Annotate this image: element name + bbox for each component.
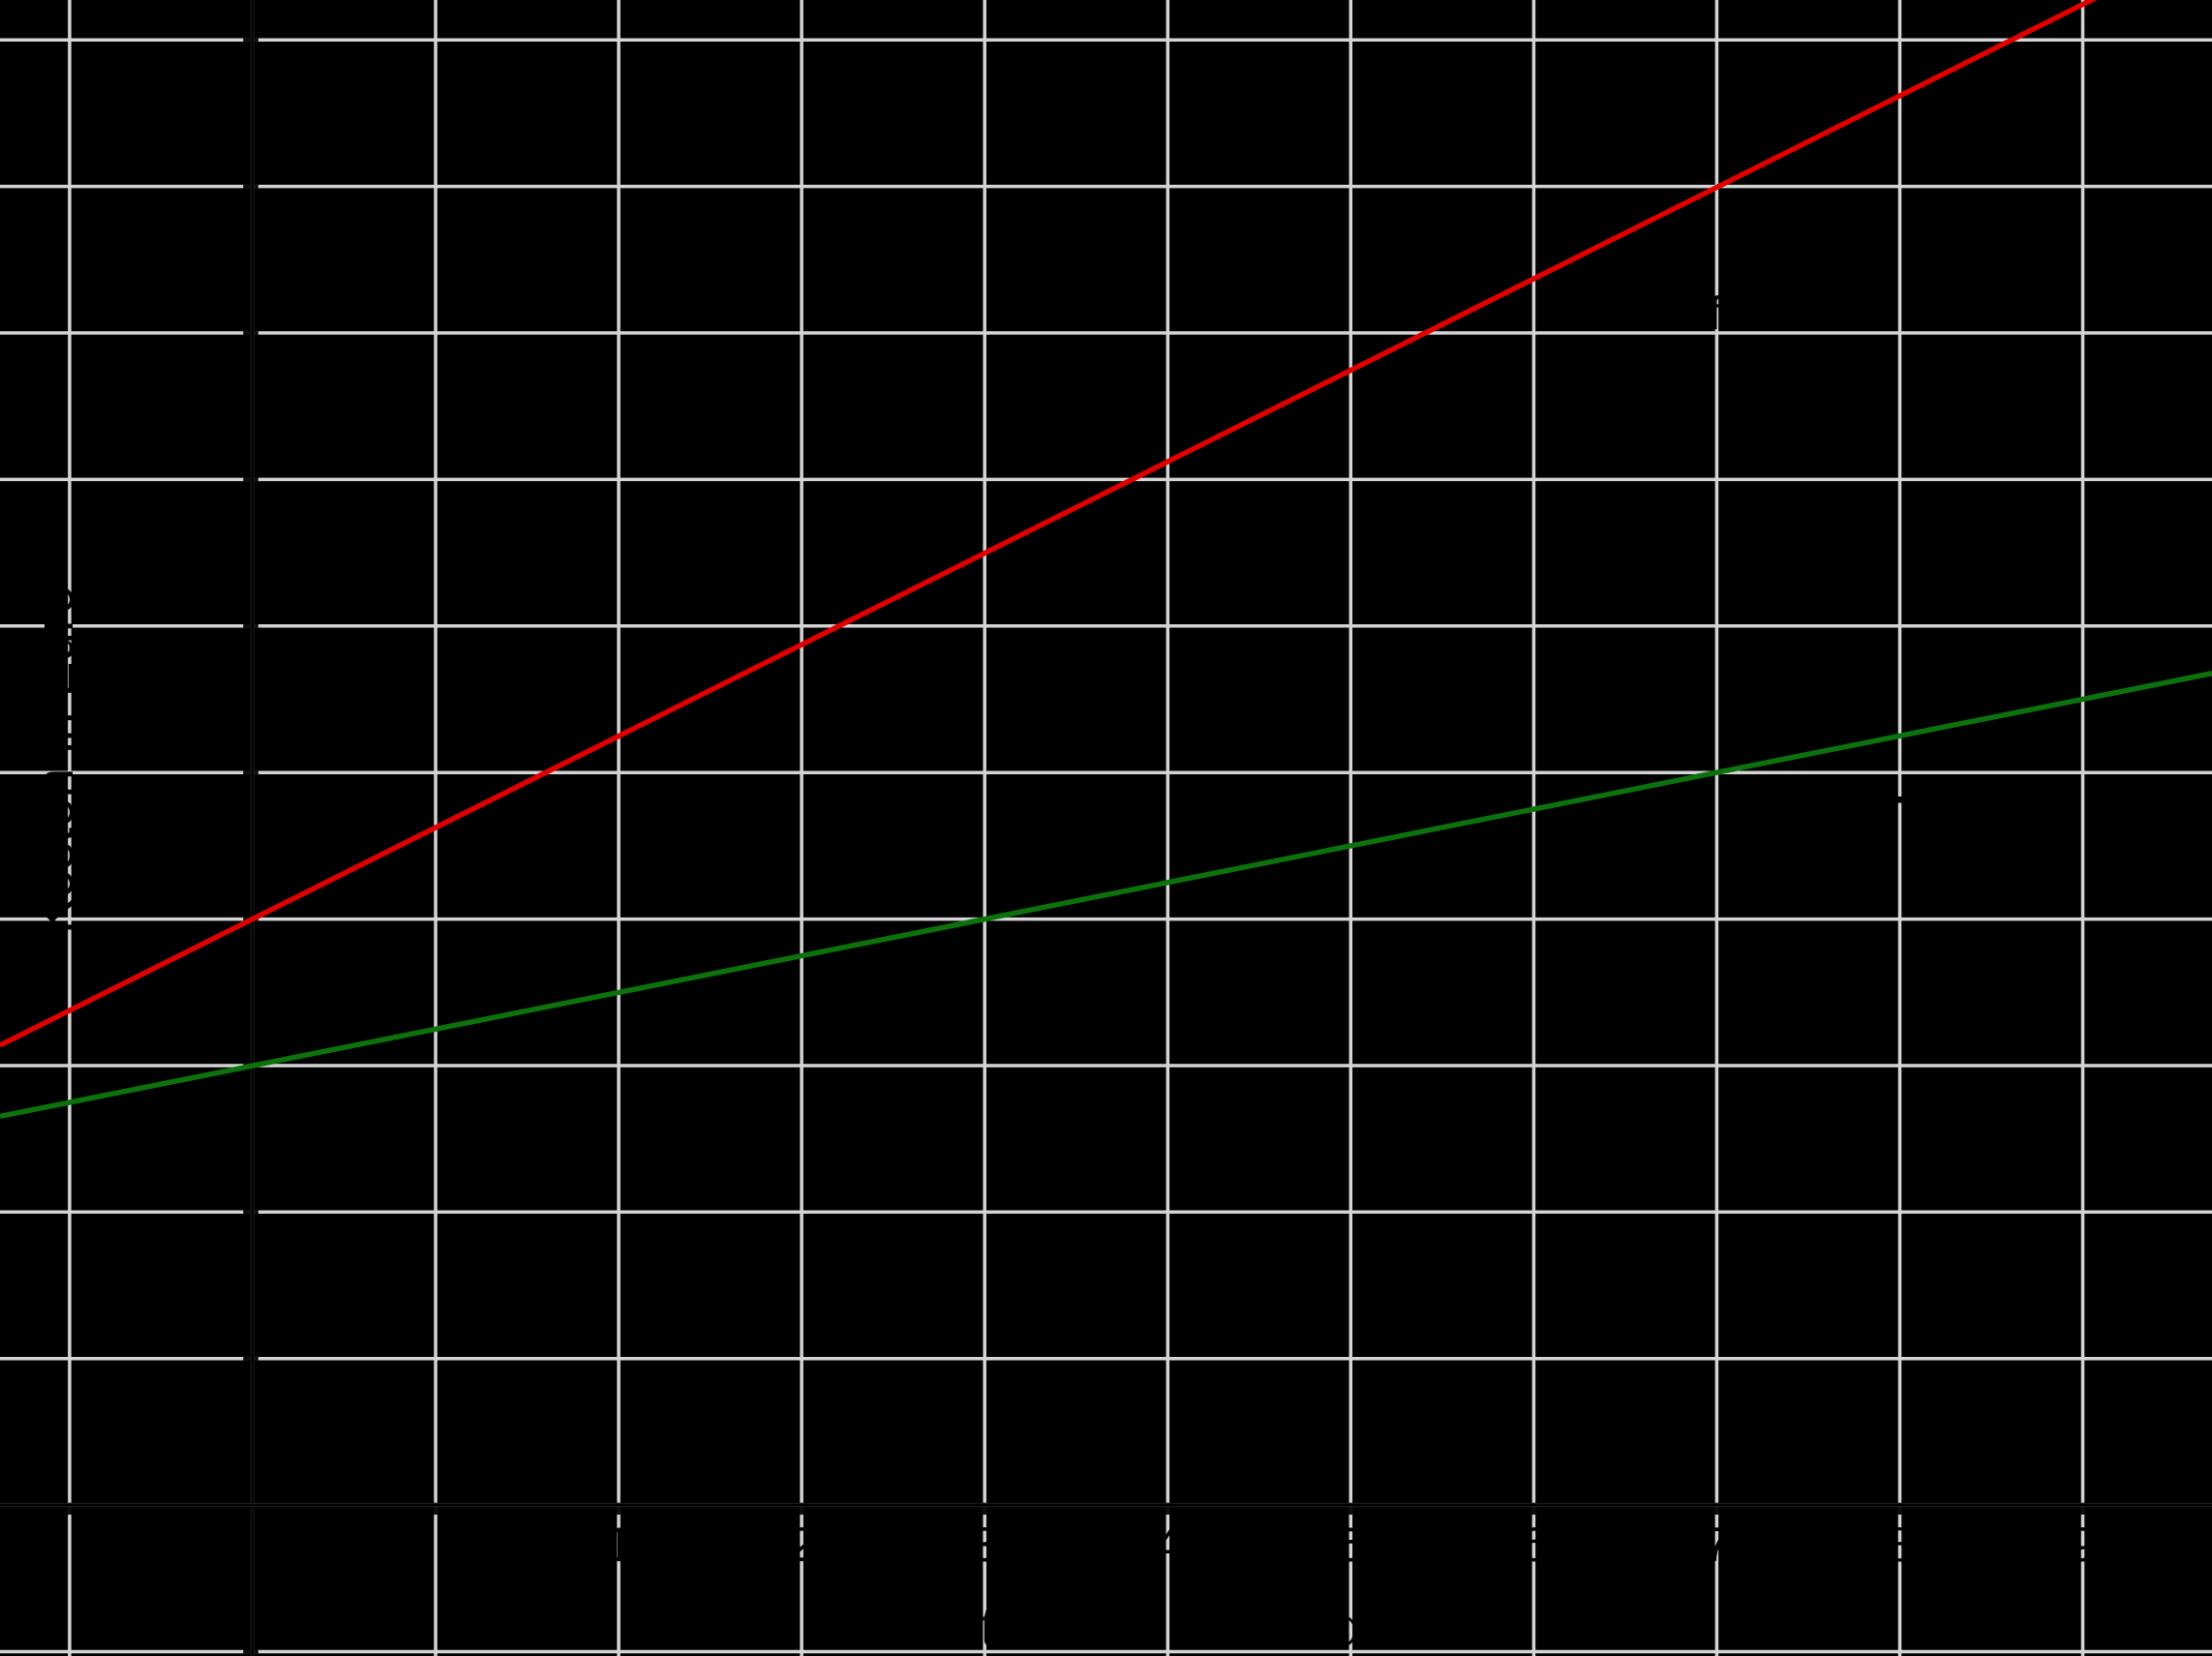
svg-text:6: 6 [1520,1518,1547,1572]
svg-text:Stunden: Stunden [1220,1596,1422,1656]
svg-text:1: 1 [605,1518,632,1572]
svg-text:3: 3 [971,1518,998,1572]
svg-text:2: 2 [788,1518,815,1572]
svg-text:Kosten in Euro: Kosten in Euro [24,585,84,934]
svg-text:7: 7 [1703,1518,1730,1572]
svg-text:8: 8 [1887,1518,1914,1572]
svg-text:f: f [1709,288,1722,340]
svg-text:5: 5 [1337,1518,1364,1572]
svg-text:Zeit: Zeit [905,1596,996,1656]
svg-text:9: 9 [2070,1518,2097,1572]
svg-text:4: 4 [1154,1518,1181,1572]
